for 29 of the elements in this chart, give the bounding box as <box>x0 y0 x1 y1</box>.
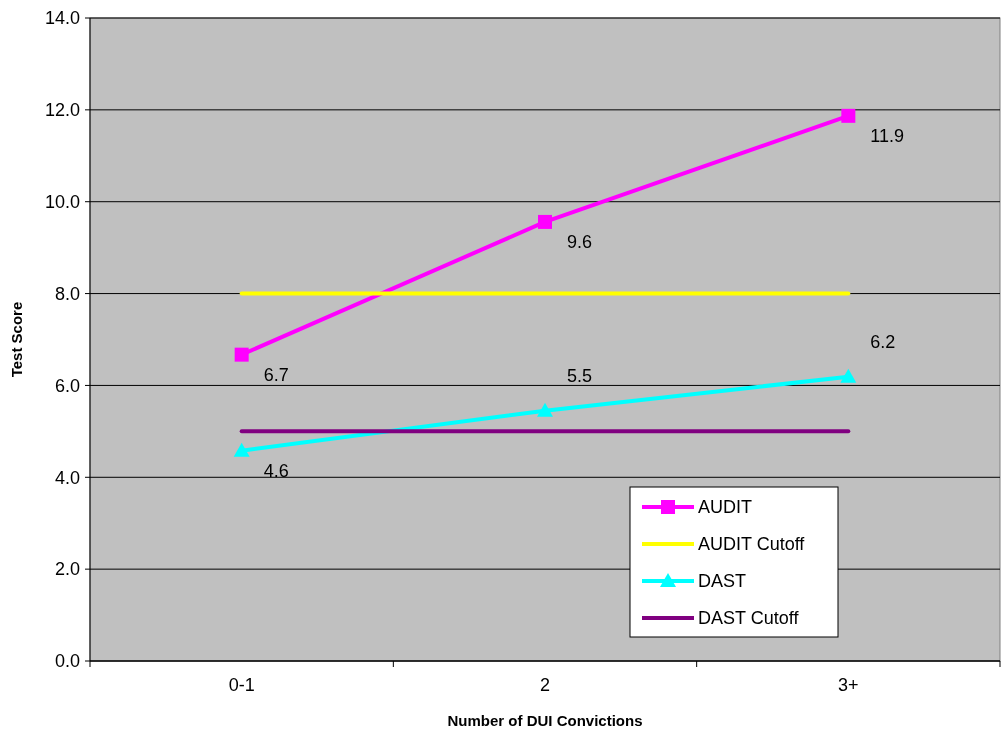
legend-label: AUDIT <box>698 497 752 518</box>
y-tick-label: 4.0 <box>54 467 80 488</box>
data-label: 5.5 <box>567 365 593 386</box>
x-tick-label: 3+ <box>838 675 859 695</box>
x-tick-label: 2 <box>539 675 551 695</box>
point <box>538 214 552 229</box>
y-tick-label: 14.0 <box>44 8 80 29</box>
x-tick-label: 0-1 <box>228 675 255 695</box>
legend-label: DAST Cutoff <box>698 608 800 629</box>
legend-label: DAST <box>698 571 747 592</box>
data-label: 4.6 <box>263 460 289 481</box>
y-axis-title: Test Score <box>8 301 25 378</box>
point <box>841 108 856 123</box>
y-tick-label: 0.0 <box>54 651 80 672</box>
y-tick-label: 6.0 <box>54 375 80 396</box>
data-label: 11.9 <box>870 125 905 146</box>
y-tick-label: 12.0 <box>44 100 80 121</box>
point <box>840 368 857 383</box>
point <box>234 347 249 362</box>
data-label: 6.2 <box>870 331 896 352</box>
legend-label: AUDIT Cutoff <box>698 534 806 555</box>
point <box>537 402 553 417</box>
x-axis-title: Number of DUI Convictions <box>447 712 643 729</box>
data-label: 6.7 <box>263 364 289 385</box>
point <box>233 442 250 457</box>
y-tick-label: 8.0 <box>54 283 80 304</box>
data-label: 9.6 <box>567 231 593 252</box>
y-tick-label: 10.0 <box>44 192 80 213</box>
y-tick-label: 2.0 <box>54 559 80 580</box>
